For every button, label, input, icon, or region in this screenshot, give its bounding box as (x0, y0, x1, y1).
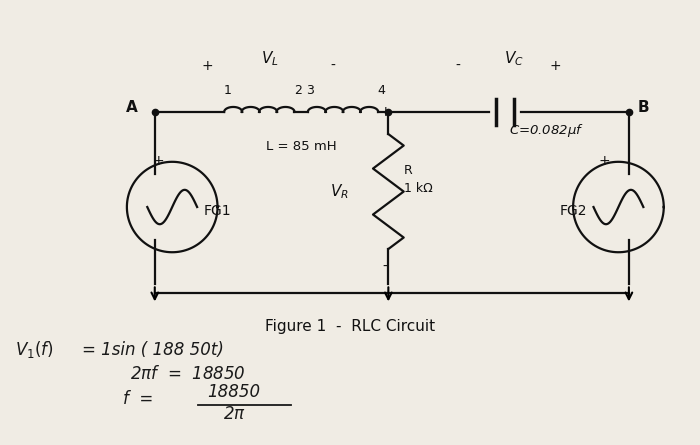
Text: 18850: 18850 (207, 383, 260, 401)
Text: +: + (550, 59, 561, 73)
Text: $V_1(f)$: $V_1(f)$ (15, 339, 54, 360)
Text: Figure 1  -  RLC Circuit: Figure 1 - RLC Circuit (265, 319, 435, 334)
Text: 3: 3 (307, 84, 314, 97)
Text: L = 85 mH: L = 85 mH (266, 140, 337, 153)
Text: $V_C$: $V_C$ (504, 49, 524, 68)
Text: FG1: FG1 (204, 204, 231, 218)
Text: +: + (598, 154, 610, 168)
Text: 4: 4 (377, 84, 385, 97)
Text: 2: 2 (294, 84, 302, 97)
Text: +: + (153, 154, 164, 168)
Text: $V_L$: $V_L$ (261, 49, 279, 68)
Text: -: - (456, 59, 461, 73)
Text: 1 kΩ: 1 kΩ (404, 182, 433, 194)
Text: R: R (404, 164, 412, 177)
Text: $C$=0.082$\mu$f: $C$=0.082$\mu$f (510, 122, 584, 139)
Text: -: - (330, 59, 335, 73)
Text: A: A (125, 100, 137, 115)
Text: f  =: f = (123, 390, 154, 408)
Text: $V_R$: $V_R$ (330, 182, 349, 201)
Text: +: + (202, 59, 213, 73)
Text: 1: 1 (224, 84, 232, 97)
Text: -: - (382, 260, 387, 274)
Text: +: + (379, 105, 391, 119)
Text: 2$\pi$f  =  18850: 2$\pi$f = 18850 (130, 365, 246, 384)
Text: 2$\pi$: 2$\pi$ (223, 405, 246, 423)
Text: FG2: FG2 (559, 204, 587, 218)
Text: = 1sin ( 188 50t): = 1sin ( 188 50t) (82, 341, 223, 359)
Text: B: B (637, 100, 649, 115)
